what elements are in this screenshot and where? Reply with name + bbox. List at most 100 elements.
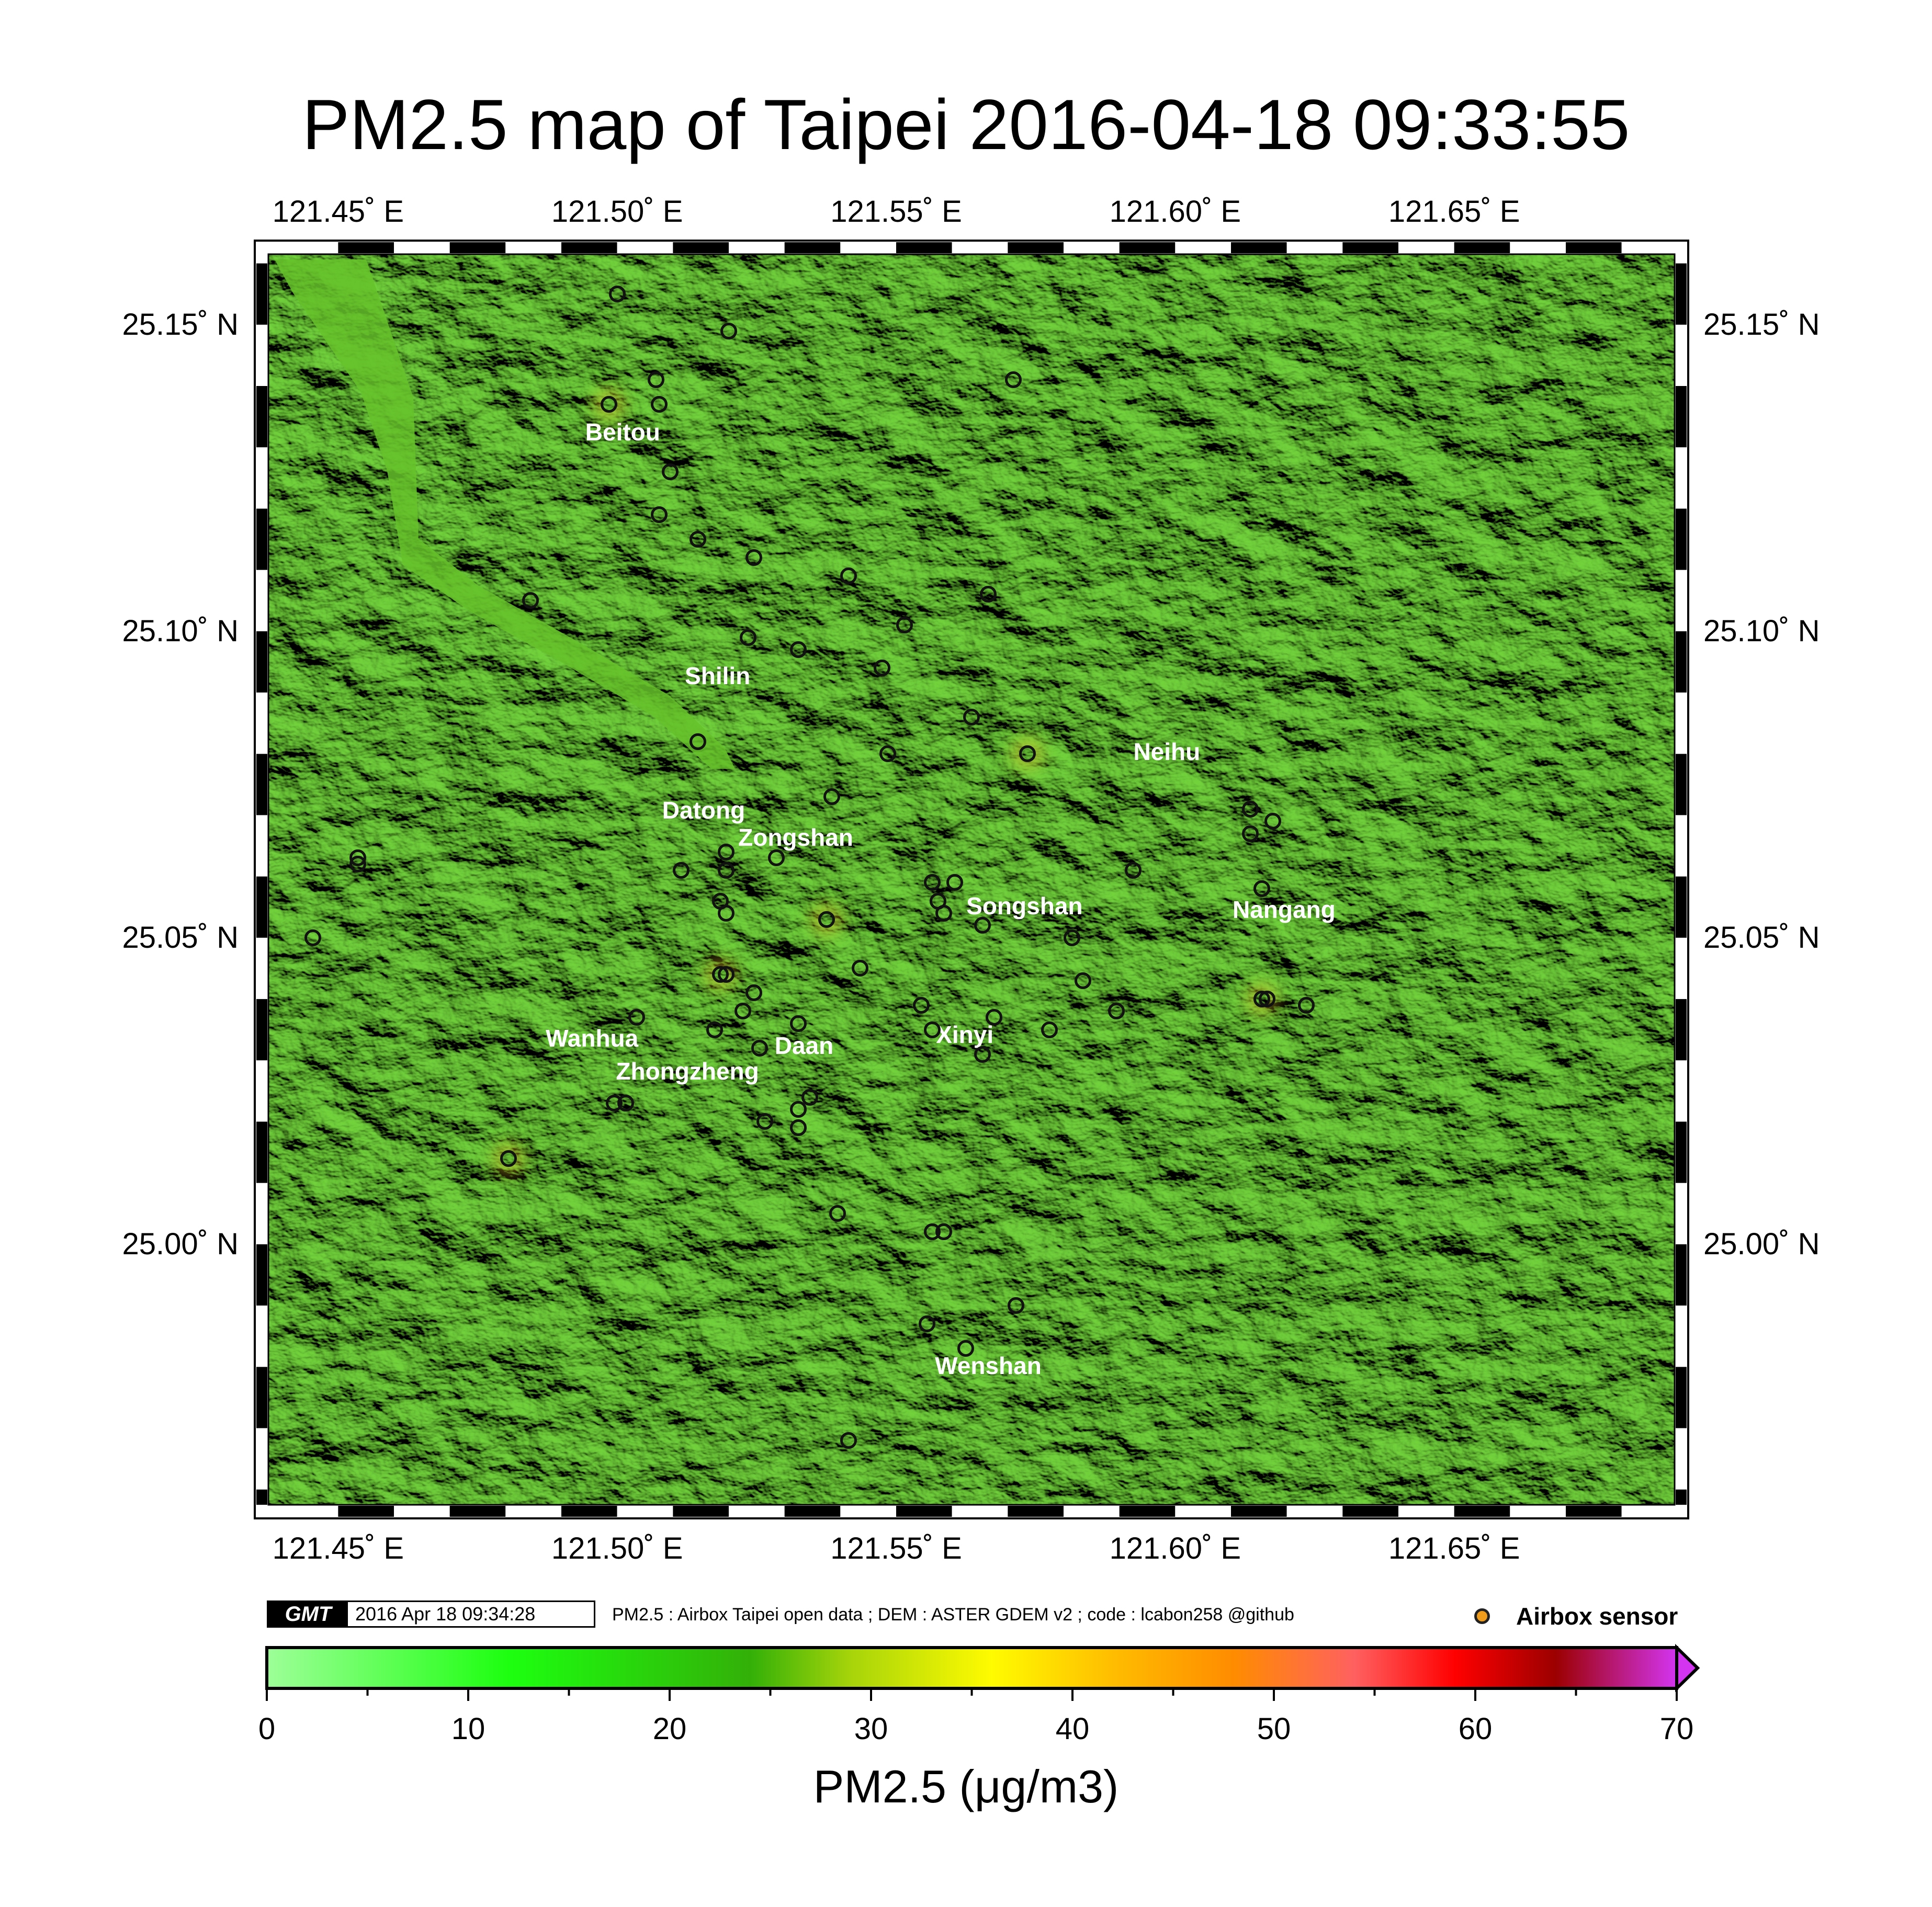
frame-scale-segment	[784, 1506, 841, 1517]
airbox-sensor-marker	[662, 463, 679, 481]
frame-scale-segment	[1676, 324, 1687, 386]
frame-scale-segment	[1621, 1506, 1675, 1517]
district-label-zhongzheng: Zhongzheng	[616, 1058, 759, 1085]
frame-scale-segment	[256, 508, 267, 570]
airbox-sensor-marker	[823, 788, 841, 805]
district-label-nangang: Nangang	[1232, 895, 1336, 923]
airbox-sensor-marker	[500, 1150, 517, 1167]
lon-label-top: 121.60˚ E	[1109, 195, 1241, 229]
lon-label-bottom: 121.55˚ E	[830, 1531, 962, 1565]
airbox-sensor-marker	[1298, 996, 1315, 1014]
airbox-sensor-marker	[717, 904, 735, 922]
airbox-sensor-marker	[1064, 929, 1080, 946]
frame-scale-segment	[394, 1506, 450, 1517]
airbox-sensor-marker	[1108, 1003, 1125, 1020]
lon-label-top: 121.50˚ E	[551, 195, 683, 229]
frame-scale-segment	[1286, 1506, 1343, 1517]
frame-scale-segment	[1398, 1506, 1454, 1517]
frame-scale-segment	[673, 242, 729, 253]
airbox-sensor-marker	[1041, 1021, 1058, 1038]
airbox-sensor-marker	[751, 1039, 768, 1057]
airbox-sensor-marker	[974, 917, 991, 934]
frame-scale-segment	[256, 1306, 267, 1367]
airbox-sensor-marker	[650, 506, 668, 524]
frame-scale-segment	[449, 1506, 506, 1517]
frame-scale-segment	[1676, 1244, 1687, 1306]
airbox-sensor-marker	[304, 929, 322, 946]
frame-scale-segment	[282, 1506, 338, 1517]
airbox-sensor-marker	[801, 1088, 818, 1106]
frame-scale-segment	[256, 754, 267, 815]
frame-scale-segment	[1510, 1506, 1566, 1517]
lon-label-top: 121.45˚ E	[272, 195, 404, 229]
airbox-sensor-marker	[745, 984, 762, 1002]
frame-scale-segment	[952, 242, 1008, 253]
frame-scale-segment	[1676, 263, 1687, 325]
frame-scale-segment	[1342, 1506, 1398, 1517]
frame-scale-segment	[1676, 1121, 1687, 1183]
lon-label-bottom: 121.45˚ E	[272, 1531, 404, 1565]
lon-label-top: 121.55˚ E	[830, 195, 962, 229]
airbox-sensor-marker	[1253, 880, 1270, 898]
frame-scale-segment	[1676, 815, 1687, 877]
airbox-sensor-marker	[1242, 800, 1259, 818]
airbox-sensor-marker	[924, 1021, 941, 1038]
lat-label-left: 25.15˚ N	[122, 307, 239, 342]
frame-scale-segment	[840, 1506, 896, 1517]
airbox-sensor-marker	[706, 1021, 724, 1038]
gmt-timestamp: 2016 Apr 18 09:34:28	[355, 1603, 536, 1625]
airbox-sensor-marker	[767, 849, 785, 867]
frame-scale-segment	[449, 242, 506, 253]
frame-scale-segment	[1676, 1306, 1687, 1367]
airbox-sensor-marker	[720, 322, 737, 339]
district-label-zongshan: Zongshan	[738, 823, 853, 851]
colorbar-overflow-arrow	[1675, 1643, 1700, 1693]
frame-scale-segment	[1064, 242, 1120, 253]
colorbar-title: PM2.5 (μg/m3)	[813, 1761, 1119, 1812]
frame-scale-segment	[338, 1506, 394, 1517]
airbox-sensor-marker	[924, 874, 941, 891]
frame-scale-segment	[1231, 1506, 1287, 1517]
airbox-sensor-marker	[1075, 972, 1092, 989]
airbox-sensor-marker	[879, 745, 896, 763]
airbox-sensor-marker	[957, 1340, 975, 1357]
frame-scale-segment	[256, 447, 267, 509]
airbox-sensor-marker	[650, 396, 668, 413]
frame-scale-segment	[256, 1367, 267, 1428]
frame-scale-segment	[729, 1506, 785, 1517]
frame-scale-segment	[1621, 242, 1675, 253]
airbox-sensor-marker	[980, 586, 997, 603]
lat-label-right: 25.05˚ N	[1703, 920, 1820, 955]
frame-scale-segment	[952, 1506, 1008, 1517]
data-credits: PM2.5 : Airbox Taipei open data ; DEM : …	[612, 1605, 1294, 1625]
airbox-sensor-marker	[600, 396, 617, 413]
frame-scale-segment	[1676, 1428, 1687, 1490]
tamsui-river	[275, 259, 735, 769]
frame-scale-segment	[1676, 1489, 1687, 1505]
frame-scale-segment	[256, 1183, 267, 1244]
frame-scale-segment	[1008, 242, 1064, 253]
district-label-xinyi: Xinyi	[936, 1021, 994, 1049]
frame-scale-segment	[505, 242, 561, 253]
frame-scale-segment	[1676, 999, 1687, 1061]
frame-scale-segment	[1676, 876, 1687, 938]
map-title: PM2.5 map of Taipei 2016-04-18 09:33:55	[302, 85, 1630, 164]
colorbar-tick-label: 50	[1257, 1712, 1291, 1746]
district-label-neihu: Neihu	[1133, 737, 1201, 765]
district-label-daan: Daan	[774, 1032, 834, 1060]
frame-scale-segment	[1676, 1183, 1687, 1244]
frame-scale-segment	[394, 242, 450, 253]
lat-label-right: 25.00˚ N	[1703, 1227, 1820, 1261]
lat-label-right: 25.10˚ N	[1703, 614, 1820, 648]
frame-scale-segment	[729, 242, 785, 253]
airbox-sensor-marker	[896, 617, 913, 634]
frame-scale-segment	[1342, 242, 1398, 253]
airbox-sensor-marker	[349, 856, 366, 873]
airbox-sensor-marker	[974, 1046, 991, 1063]
airbox-sensor-marker	[829, 1205, 846, 1222]
frame-scale-segment	[256, 385, 267, 448]
airbox-sensor-marker	[1242, 825, 1259, 842]
district-label-beitou: Beitou	[585, 418, 660, 446]
frame-scale-segment	[256, 631, 267, 693]
